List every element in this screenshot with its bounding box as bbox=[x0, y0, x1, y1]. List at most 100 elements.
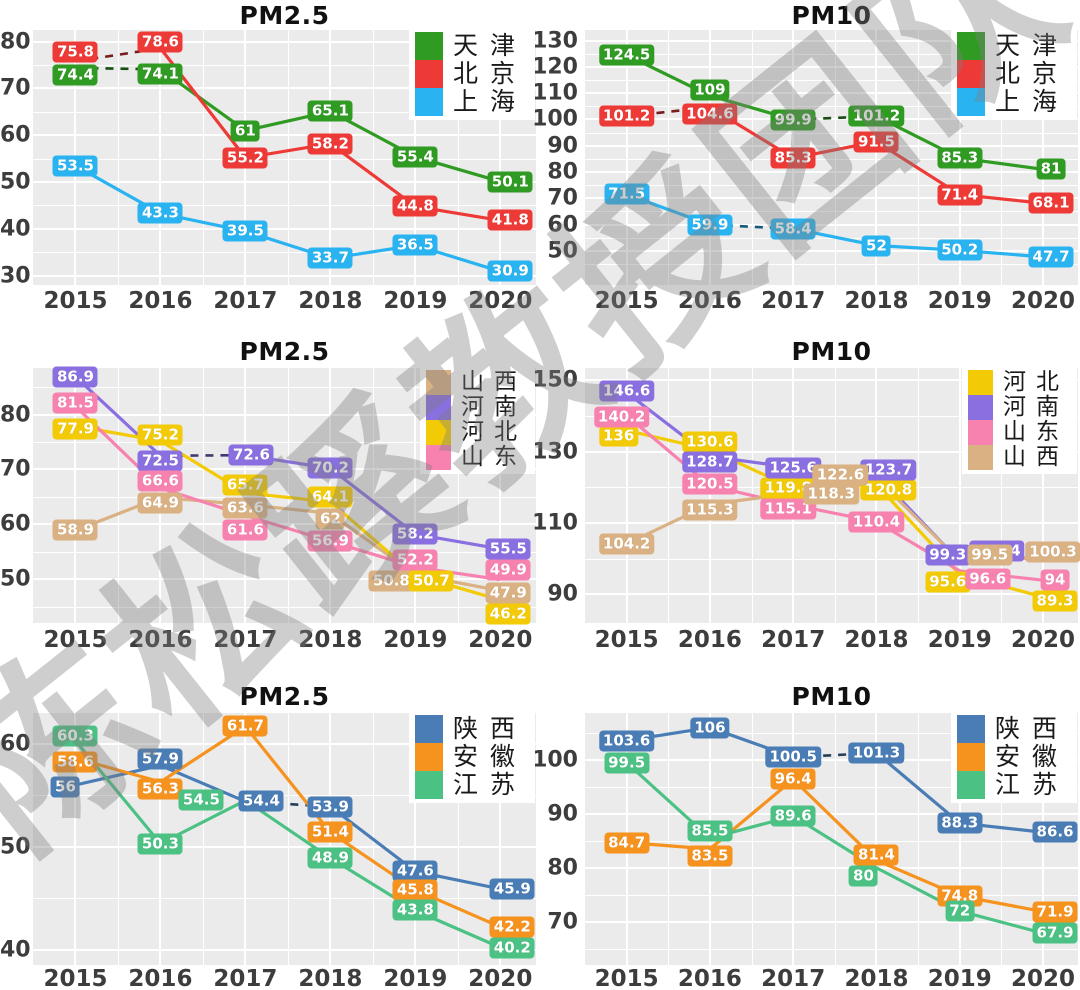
x-tick-label: 2016 bbox=[128, 627, 193, 653]
x-tick-label: 2019 bbox=[927, 966, 992, 990]
data-label-河北: 89.3 bbox=[1032, 590, 1078, 612]
minor-gridline-x bbox=[752, 713, 753, 965]
y-tick-label: 50 bbox=[0, 834, 31, 860]
major-gridline-y bbox=[33, 87, 536, 89]
legend-swatch-江苏 bbox=[414, 771, 443, 799]
data-label-上海: 53.5 bbox=[52, 155, 98, 177]
minor-gridline-y bbox=[585, 185, 1078, 186]
major-gridline-y bbox=[585, 92, 1078, 94]
major-gridline-y bbox=[585, 921, 1078, 923]
major-gridline-x bbox=[959, 368, 961, 623]
minor-gridline-y bbox=[33, 65, 536, 66]
major-gridline-y bbox=[33, 578, 536, 580]
data-label-江苏: 48.9 bbox=[307, 847, 353, 869]
minor-gridline-y bbox=[33, 387, 536, 388]
x-tick-label: 2018 bbox=[844, 288, 909, 314]
x-tick-label: 2016 bbox=[128, 966, 193, 990]
x-tick-label: 2019 bbox=[927, 627, 992, 653]
data-label-陕西: 57.9 bbox=[137, 748, 183, 770]
data-label-天津: 50.1 bbox=[487, 171, 533, 193]
x-tick-label: 2020 bbox=[1011, 966, 1076, 990]
legend-label-安徽: 安徽 bbox=[452, 741, 527, 771]
legend-swatch-河南 bbox=[426, 395, 451, 420]
minor-gridline-y bbox=[585, 159, 1078, 160]
major-gridline-x bbox=[959, 713, 961, 965]
panel-title-pm10-row3: PM10 bbox=[791, 682, 872, 711]
data-label-上海: 43.3 bbox=[137, 202, 183, 224]
data-label-河北: 50.7 bbox=[408, 570, 454, 592]
legend-label-江苏: 江苏 bbox=[994, 769, 1069, 799]
x-tick-label: 2020 bbox=[468, 627, 533, 653]
legend-label-山西: 山西 bbox=[1003, 444, 1069, 471]
data-label-江苏: 40.2 bbox=[489, 937, 535, 958]
y-tick-label: 80 bbox=[547, 159, 578, 185]
y-tick-label: 80 bbox=[0, 402, 31, 428]
x-tick-label: 2019 bbox=[383, 966, 448, 990]
data-label-江苏: 99.5 bbox=[604, 752, 650, 774]
y-tick-label: 60 bbox=[0, 731, 31, 757]
data-label-山西: 50.8 bbox=[368, 570, 414, 592]
minor-gridline-y bbox=[585, 787, 1078, 788]
legend: 天津 北京 上海 bbox=[950, 28, 1077, 120]
data-label-山西: 58.9 bbox=[52, 519, 98, 541]
data-label-陕西: 47.6 bbox=[392, 860, 438, 882]
data-label-陕西: 54.4 bbox=[238, 790, 284, 812]
legend: 陕西 安徽 江苏 bbox=[408, 711, 535, 803]
major-gridline-y bbox=[33, 181, 536, 183]
data-label-天津: 55.4 bbox=[392, 146, 438, 168]
data-label-山西: 118.3 bbox=[803, 483, 859, 505]
legend-label-上海: 上海 bbox=[994, 86, 1069, 116]
legend-swatch-上海 bbox=[414, 88, 443, 116]
major-gridline-x bbox=[709, 30, 711, 285]
legend-swatch-陕西 bbox=[956, 715, 985, 743]
data-label-山东: 110.4 bbox=[848, 511, 905, 533]
legend-label-河南: 河南 bbox=[461, 394, 527, 421]
data-label-江苏: 72 bbox=[945, 900, 975, 922]
data-label-河北: 95.6 bbox=[925, 571, 971, 593]
legend-swatch-安徽 bbox=[414, 743, 443, 771]
major-gridline-y bbox=[585, 593, 1078, 595]
data-label-安徽: 56.3 bbox=[137, 778, 183, 800]
y-tick-label: 80 bbox=[547, 855, 578, 881]
y-tick-label: 110 bbox=[532, 510, 578, 536]
data-label-天津: 65.1 bbox=[307, 100, 353, 122]
x-tick-label: 2020 bbox=[468, 966, 533, 990]
line-segment-河南 bbox=[329, 467, 417, 536]
major-gridline-y bbox=[585, 813, 1078, 815]
legend-swatch-安徽 bbox=[956, 743, 985, 771]
line-segment-陕西 bbox=[329, 805, 417, 873]
y-tick-label: 50 bbox=[547, 238, 578, 264]
legend-label-河南: 河南 bbox=[1003, 394, 1069, 421]
legend-swatch-江苏 bbox=[956, 771, 985, 799]
data-label-上海: 39.5 bbox=[222, 220, 268, 242]
data-label-山东: 140.2 bbox=[593, 406, 650, 428]
y-tick-label: 70 bbox=[547, 185, 578, 211]
x-tick-label: 2017 bbox=[761, 288, 826, 314]
legend-swatch-山东 bbox=[968, 420, 993, 445]
major-gridline-y bbox=[33, 523, 536, 525]
minor-gridline-x bbox=[918, 713, 919, 965]
minor-gridline-y bbox=[33, 898, 536, 899]
data-label-江苏: 67.9 bbox=[1032, 922, 1078, 944]
x-tick-label: 2020 bbox=[1011, 288, 1076, 314]
minor-gridline-y bbox=[585, 80, 1078, 81]
x-tick-label: 2018 bbox=[298, 288, 363, 314]
data-label-陕西: 86.6 bbox=[1032, 821, 1078, 843]
major-gridline-y bbox=[585, 40, 1078, 42]
major-gridline-x bbox=[414, 368, 416, 623]
major-gridline-y bbox=[33, 228, 536, 230]
data-label-天津: 74.1 bbox=[137, 63, 183, 85]
y-tick-label: 80 bbox=[0, 29, 31, 55]
minor-gridline-x bbox=[288, 30, 289, 285]
data-label-山东: 115.1 bbox=[760, 498, 816, 520]
x-tick-label: 2016 bbox=[677, 627, 742, 653]
legend-swatch-河北 bbox=[426, 420, 451, 445]
data-label-陕西: 56 bbox=[51, 776, 80, 798]
legend-label-陕西: 陕西 bbox=[452, 713, 527, 743]
major-gridline-y bbox=[585, 379, 1078, 381]
y-tick-label: 150 bbox=[532, 367, 578, 393]
x-tick-label: 2015 bbox=[43, 627, 108, 653]
y-tick-label: 60 bbox=[547, 212, 578, 238]
minor-gridline-x bbox=[458, 30, 459, 285]
